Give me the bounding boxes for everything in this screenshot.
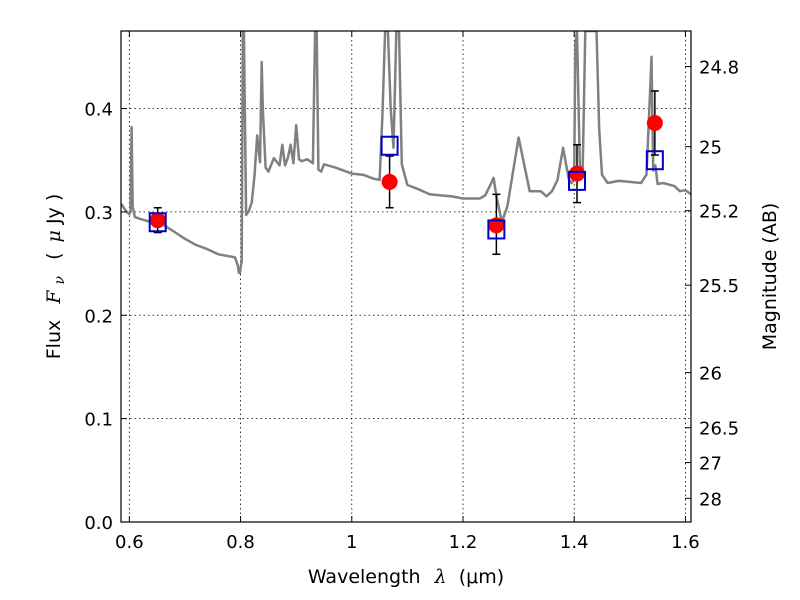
y-axis-label-unit-open: (: [43, 253, 65, 260]
y-tick-label: 0.1: [84, 410, 113, 431]
model-square: [487, 219, 506, 240]
right-tick-label: 28: [699, 489, 722, 510]
spectrum-series: [121, 31, 691, 275]
y-axis-label-unit-close: Jy ): [43, 194, 65, 225]
y-axis-label-unit-mu: μ: [43, 230, 65, 242]
observed-point: [149, 212, 166, 229]
x-tick-label: 1.6: [671, 532, 700, 553]
right-tick-label: 24.8: [699, 58, 739, 79]
x-axis-label: Wavelength λ (μm): [308, 566, 504, 588]
observed-point: [646, 114, 663, 131]
model-square: [568, 170, 586, 191]
plot-frame: [120, 30, 692, 523]
y-tick-label: 0.4: [84, 100, 113, 121]
observed-point: [381, 173, 398, 190]
x-tick-label: 1.4: [560, 532, 589, 553]
model-square: [645, 150, 664, 171]
right-axis-label: Magnitude (AB): [759, 203, 781, 351]
y-axis-label-main: Flux: [43, 320, 65, 360]
x-axis-label-symbol: λ: [434, 566, 447, 588]
y-tick-label: 0.0: [84, 513, 113, 534]
model-square: [380, 135, 399, 156]
y-tick-label: 0.3: [84, 203, 113, 224]
model-square: [148, 212, 167, 233]
observed-point: [569, 165, 585, 182]
right-tick-label: 26.5: [699, 419, 739, 440]
x-tick-label: 1.2: [449, 532, 478, 553]
x-axis-label-main: Wavelength: [308, 566, 421, 588]
right-tick-label: 26: [699, 364, 722, 385]
y-tick-label: 0.2: [84, 306, 113, 327]
x-tick-label: 0.8: [226, 532, 255, 553]
y-axis-label-symbol: F: [43, 290, 65, 305]
x-tick-label: 1: [346, 532, 357, 553]
spectrum-line: [121, 31, 691, 275]
right-tick-label: 25.5: [699, 276, 739, 297]
right-tick-label: 25.2: [699, 202, 739, 223]
y-axis-label: Flux F ν ( μ Jy ): [43, 194, 69, 360]
y-axis-label-subscript: ν: [52, 275, 68, 284]
x-axis-label-unit: (μm): [459, 566, 504, 588]
right-tick-label: 27: [699, 454, 722, 475]
photometry-points: [148, 90, 664, 256]
axis-ticks: 0.6 0.8 1 1.2 1.4 1.6 0.0 0.1 0.2 0.3 0.4 24.8 25 25.…: [84, 31, 739, 553]
x-tick-label: 0.6: [115, 532, 144, 553]
right-tick-label: 25: [699, 138, 722, 159]
